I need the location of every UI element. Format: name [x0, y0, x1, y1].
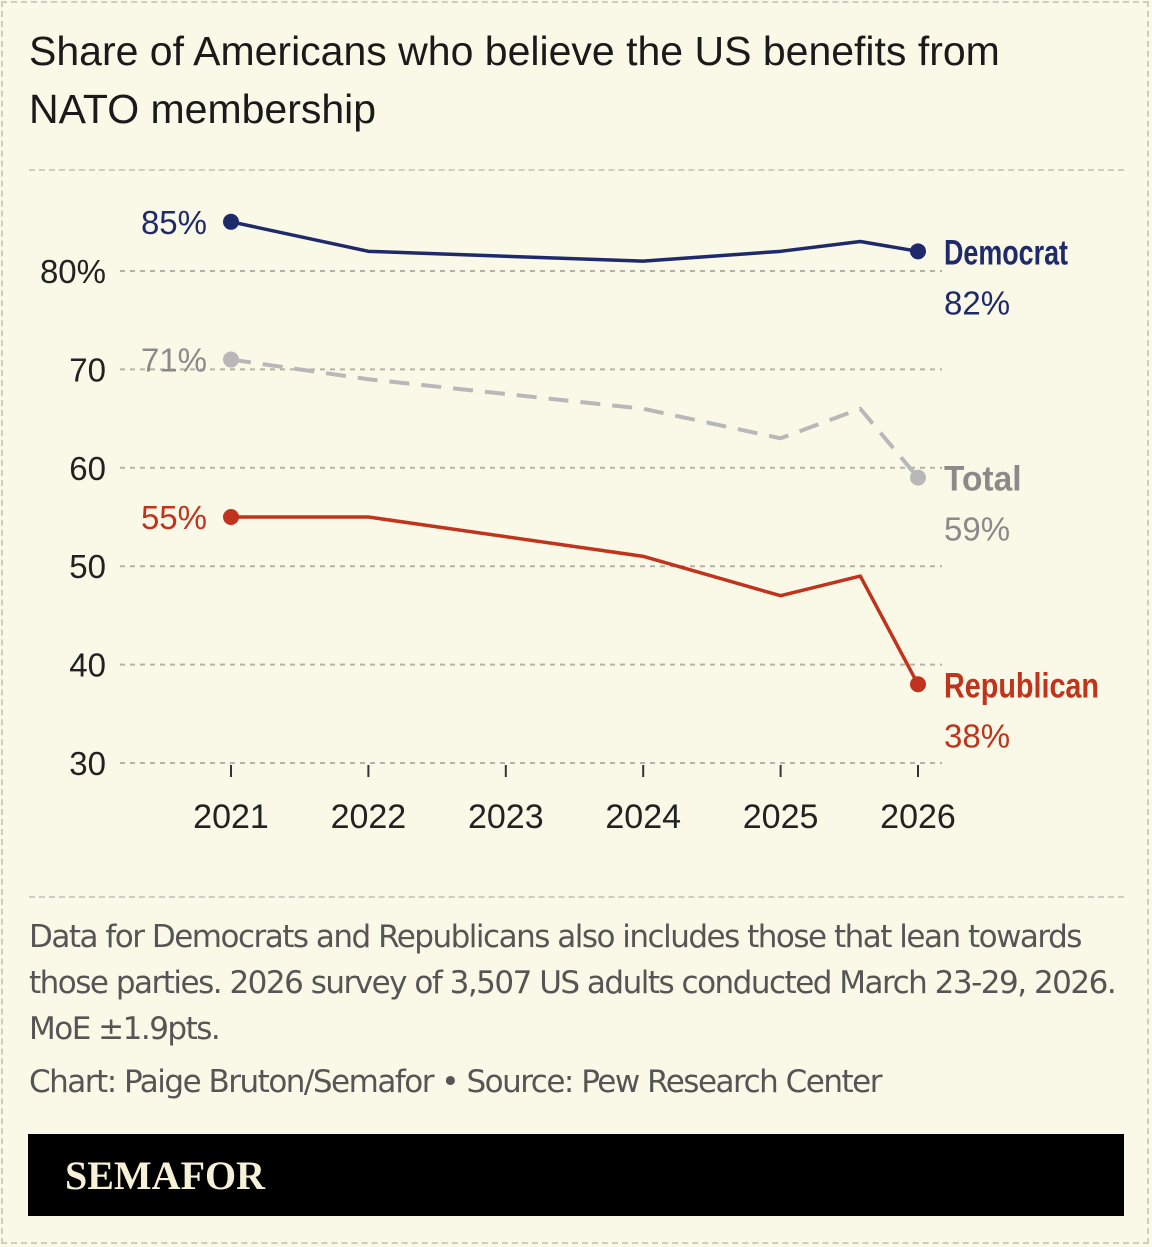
x-tick-label: 2024 — [605, 798, 681, 836]
bottom-divider — [29, 896, 1124, 898]
democrat-series-name: Democrat — [944, 233, 1068, 272]
democrat-end-label: 82% — [944, 284, 1010, 321]
line-chart: 80% 70 60 50 40 30 2021 2022 2023 2024 2025 2026 85%… — [40, 204, 1099, 836]
democrat-start-point — [223, 213, 239, 230]
total-end-label: 59% — [944, 511, 1010, 548]
total-start-label: 71% — [141, 342, 207, 379]
total-series-name: Total — [944, 460, 1022, 499]
chart-title: Share of Americans who believe the US be… — [29, 28, 1000, 132]
republican-start-point — [223, 509, 239, 525]
y-tick-label: 40 — [69, 647, 106, 684]
republican-line — [231, 515, 920, 686]
x-tick-label: 2021 — [193, 798, 269, 836]
democrat-line — [230, 220, 919, 263]
total-start-point — [223, 351, 239, 368]
democrat-start-label: 85% — [141, 204, 207, 241]
total-end-point — [910, 469, 926, 486]
top-divider — [29, 169, 1124, 171]
democrat-end-point — [910, 243, 926, 260]
republican-start-label: 55% — [141, 499, 207, 536]
logo-text: SEMAFOR — [65, 1153, 265, 1198]
republican-end-point — [910, 676, 926, 693]
republican-series-name: Republican — [944, 666, 1099, 705]
chart-note: Data for Democrats and Republicans also … — [29, 919, 1117, 1047]
y-tick-label: 70 — [69, 351, 106, 388]
x-tick-label: 2026 — [880, 798, 956, 836]
total-line — [230, 357, 920, 479]
y-tick-label: 50 — [69, 548, 106, 585]
republican-end-label: 38% — [944, 717, 1010, 754]
x-tick-label: 2023 — [468, 798, 544, 836]
x-tick-label: 2025 — [743, 798, 819, 836]
chart-credit: Chart: Paige Bruton/Semafor • Source: Pe… — [29, 1064, 882, 1100]
y-tick-label: 30 — [69, 745, 106, 782]
y-tick-label: 60 — [69, 450, 106, 487]
semafor-logo: SEMAFOR — [28, 1134, 1124, 1216]
y-tick-label: 80% — [40, 253, 106, 290]
x-tick-label: 2022 — [331, 798, 407, 836]
